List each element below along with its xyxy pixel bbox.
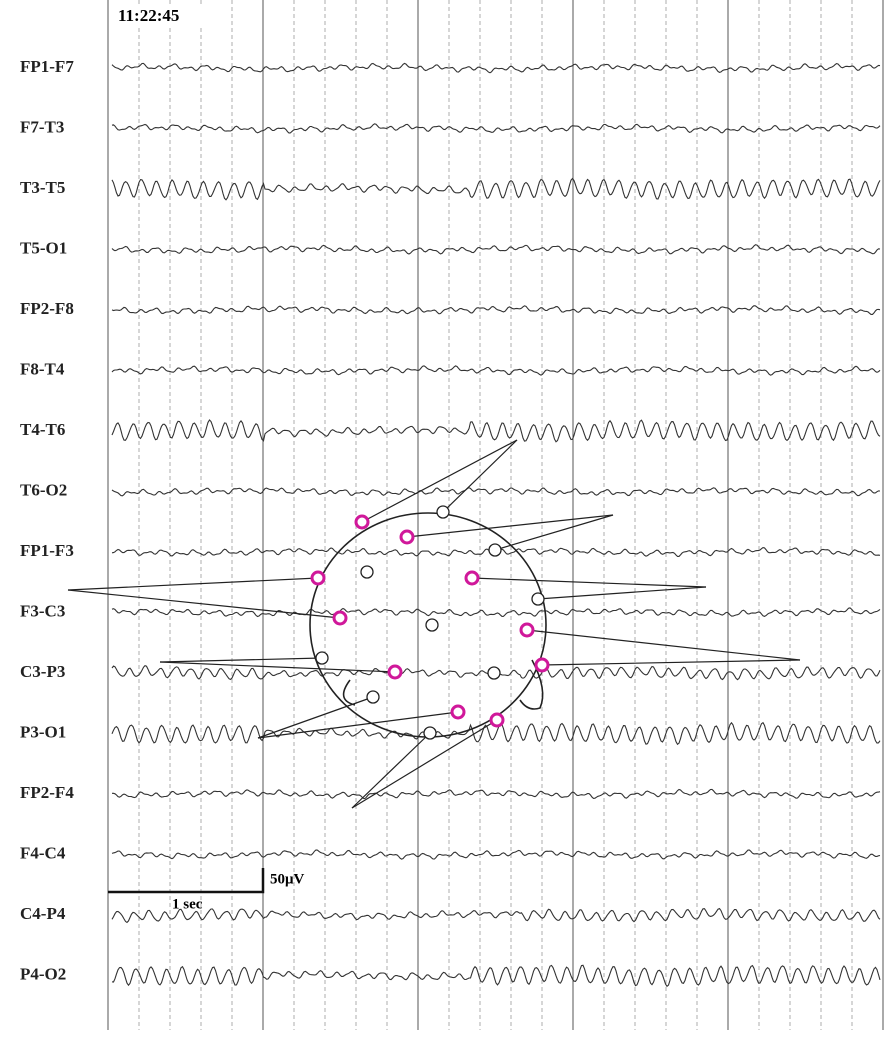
- channel-label: P4-O2: [20, 964, 66, 983]
- ear: [342, 679, 356, 706]
- channel-label: P3-O1: [20, 722, 66, 741]
- channel-label: F7-T3: [20, 117, 64, 136]
- eeg-trace: [111, 419, 881, 443]
- eeg-trace: [111, 177, 881, 201]
- eeg-trace: [111, 607, 881, 618]
- channel-labels: FP1-F7 F7-T3 T3-T5 T5-O1 FP2-F8 F8-T4 T4-T6 T6-…: [20, 57, 74, 984]
- eeg-trace: [111, 244, 881, 255]
- channel-label: F4-C4: [20, 843, 66, 862]
- channel-label: FP1-F3: [20, 541, 74, 560]
- channel-label: T5-O1: [20, 238, 67, 257]
- channel-label: T6-O2: [20, 480, 67, 499]
- scale-amplitude: 50μV: [270, 871, 305, 887]
- channel-label: T3-T5: [20, 178, 65, 197]
- eeg-trace: [111, 907, 881, 924]
- eeg-trace: [111, 365, 881, 376]
- ear: [519, 659, 544, 710]
- channel-label: FP2-F4: [20, 783, 74, 802]
- eeg-trace: [111, 964, 881, 988]
- eeg-trace: [111, 849, 881, 860]
- channel-label: C3-P3: [20, 662, 65, 681]
- lead-lines: [67, 439, 801, 809]
- electrode-diagram: [67, 439, 801, 809]
- eeg-trace: [111, 487, 881, 497]
- time-box: [114, 4, 202, 26]
- time-stamp: 11:22:45: [118, 6, 179, 25]
- eeg-trace: [111, 123, 881, 134]
- scale-line: [108, 868, 265, 894]
- electrodes: [310, 505, 550, 740]
- channel-label: C4-P4: [20, 904, 66, 923]
- eeg-trace: [111, 62, 881, 74]
- channel-label: FP1-F7: [20, 57, 74, 76]
- eeg-trace: [111, 305, 881, 315]
- channel-label: F3-C3: [20, 601, 65, 620]
- eeg-trace: [111, 721, 881, 746]
- eeg-trace: [112, 788, 881, 800]
- channel-label: FP2-F8: [20, 299, 74, 318]
- channel-label: T4-T6: [20, 420, 65, 439]
- time-grid: [107, 0, 884, 1030]
- eeg-traces: [111, 62, 881, 988]
- channel-label: F8-T4: [20, 359, 65, 378]
- scale-bar: 1 sec 50μV: [108, 868, 305, 912]
- scale-time: 1 sec: [172, 896, 203, 912]
